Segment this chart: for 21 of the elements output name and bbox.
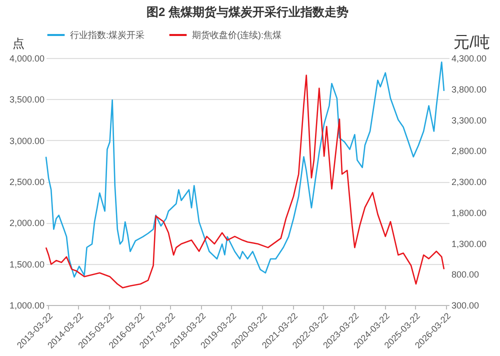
y-tick-label: 2,500.00 [9, 177, 44, 187]
y-tick-label: 3,500.00 [9, 94, 44, 105]
y-tick-label: 3,000.00 [9, 136, 44, 146]
y2-tick-label: 3,800.00 [452, 84, 487, 94]
y-tick-label: 1,500.00 [9, 259, 44, 270]
y2-tick-label: 2,300.00 [452, 177, 487, 187]
y2-tick-label: 800.00 [452, 270, 480, 280]
y2-tick-label: 1,300.00 [452, 238, 487, 249]
y-tick-label: 2,000.00 [9, 218, 44, 228]
y2-tick-label: 2,800.00 [452, 146, 487, 156]
y-tick-label: 4,000.00 [9, 54, 44, 64]
y2-tick-label: 4,300.00 [452, 54, 487, 64]
y-tick-label: 1,000.00 [9, 300, 44, 310]
y2-tick-label: 1,800.00 [452, 208, 487, 218]
legend-label: 期货收盘价(连续):焦煤 [192, 30, 282, 40]
legend-label: 行业指数:煤炭开采 [70, 30, 145, 40]
y-axis-title: 点 [12, 36, 24, 50]
chart-title: 图2 焦煤期货与煤炭开采行业指数走势 [146, 5, 349, 19]
y2-tick-label: 300.00 [452, 300, 480, 310]
y2-tick-label: 3,300.00 [452, 115, 487, 126]
y2-axis-title: 元/吨 [454, 34, 490, 52]
